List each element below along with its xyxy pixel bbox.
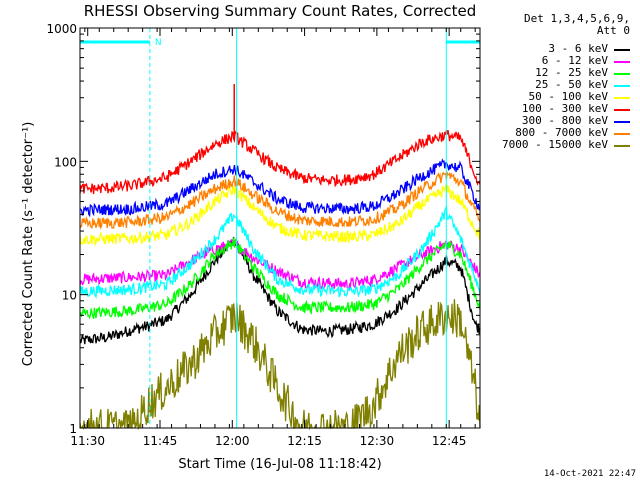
- legend-label-7: 800 - 7000 keV: [515, 126, 608, 139]
- x-tick-label-3: 12:15: [287, 434, 322, 448]
- legend-swatch-1: [614, 61, 630, 63]
- legend-label-5: 100 - 300 keV: [521, 102, 608, 115]
- y-tick-label-3: 1000: [46, 22, 77, 36]
- plot-frame: [79, 27, 481, 429]
- series-line-7: [79, 170, 481, 230]
- legend-label-0: 3 - 6 keV: [548, 42, 608, 55]
- legend-swatch-8: [614, 145, 630, 147]
- y-tick-label-1: 10: [62, 289, 77, 303]
- legend-swatch-7: [614, 133, 630, 135]
- series-line-3: [79, 206, 481, 299]
- legend-label-4: 50 - 100 keV: [528, 90, 608, 103]
- legend-header-att: Att 0: [596, 24, 630, 37]
- legend-swatch-0: [614, 49, 630, 51]
- series-line-8: [79, 299, 481, 431]
- legend-swatch-4: [614, 97, 630, 99]
- legend-label-1: 6 - 12 keV: [541, 54, 608, 67]
- series-layer: [79, 84, 481, 431]
- series-line-4: [79, 183, 481, 247]
- x-tick-label-1: 11:45: [143, 434, 178, 448]
- chart-title: RHESSI Observing Summary Count Rates, Co…: [84, 2, 477, 20]
- series-line-2: [79, 237, 481, 320]
- legend-swatch-6: [614, 121, 630, 123]
- series-line-5: [79, 129, 481, 195]
- y-tick-label-0: 1: [69, 422, 77, 436]
- legend-header-det: Det 1,3,4,5,6,9,: [524, 12, 630, 25]
- series-line-6: [79, 158, 481, 218]
- legend-swatch-2: [614, 73, 630, 75]
- timestamp: 14-Oct-2021 22:47: [544, 469, 636, 479]
- legend-swatch-5: [614, 109, 630, 111]
- legend-label-6: 300 - 800 keV: [521, 114, 608, 127]
- x-tick-label-0: 11:30: [70, 434, 105, 448]
- y-axis-label: Corrected Count Rate (s⁻¹ detector⁻¹): [21, 122, 36, 367]
- x-tick-label-5: 12:45: [432, 434, 467, 448]
- legend-swatch-3: [614, 85, 630, 87]
- x-axis-label: Start Time (16-Jul-08 11:18:42): [178, 457, 381, 472]
- legend-label-8: 7000 - 15000 keV: [502, 138, 608, 151]
- series-line-1: [79, 238, 481, 292]
- axes-layer: 1 10 100 1000 11:30 11:45 12:00 12:15 12:30 12:45: [46, 22, 480, 448]
- legend-label-3: 25 - 50 keV: [535, 78, 608, 91]
- legend-label-2: 12 - 25 keV: [535, 66, 608, 79]
- x-tick-label-2: 12:00: [215, 434, 250, 448]
- marker-label: N: [155, 38, 162, 48]
- x-tick-label-4: 12:30: [360, 434, 395, 448]
- series-line-0: [79, 236, 481, 345]
- y-tick-label-2: 100: [54, 155, 77, 169]
